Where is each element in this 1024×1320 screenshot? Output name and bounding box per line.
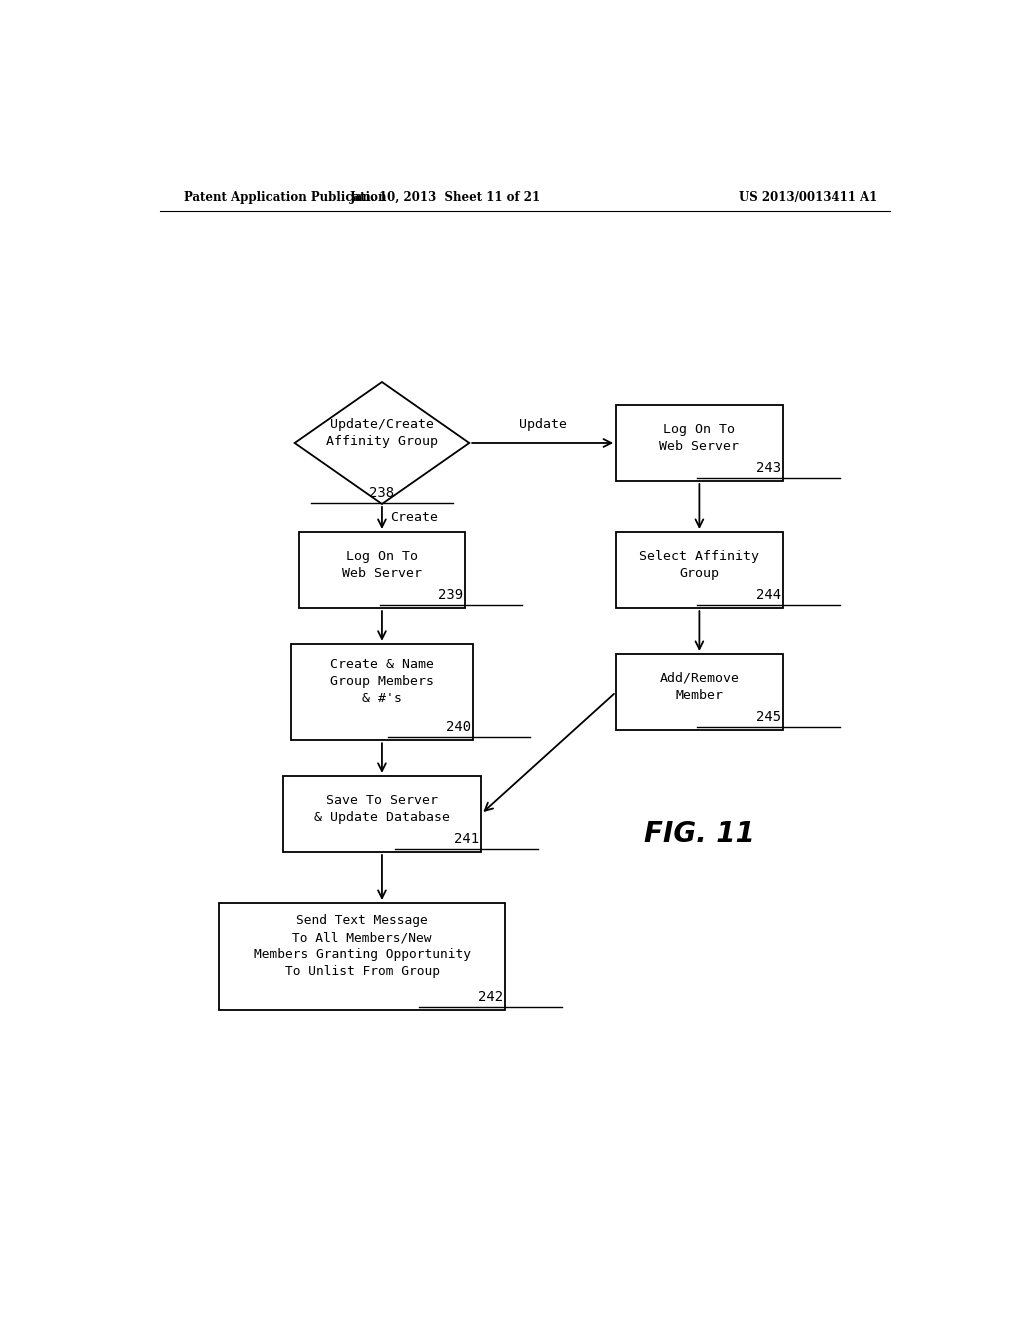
Bar — [616, 532, 782, 609]
Bar — [219, 903, 505, 1010]
Text: FIG. 11: FIG. 11 — [644, 820, 755, 849]
Bar — [616, 405, 782, 480]
Text: Log On To
Web Server: Log On To Web Server — [659, 422, 739, 453]
Text: US 2013/0013411 A1: US 2013/0013411 A1 — [739, 190, 878, 203]
Text: 242: 242 — [478, 990, 503, 1003]
Text: 245: 245 — [756, 710, 781, 725]
Text: Patent Application Publication: Patent Application Publication — [183, 190, 386, 203]
Bar — [291, 644, 473, 741]
Text: 244: 244 — [756, 587, 781, 602]
Text: Log On To
Web Server: Log On To Web Server — [342, 550, 422, 579]
Text: 241: 241 — [455, 832, 479, 846]
Bar — [616, 653, 782, 730]
Text: 240: 240 — [446, 721, 471, 734]
Text: Save To Server
& Update Database: Save To Server & Update Database — [314, 793, 450, 824]
Bar — [299, 532, 465, 609]
Text: Select Affinity
Group: Select Affinity Group — [639, 550, 760, 579]
Text: Update/Create
Affinity Group: Update/Create Affinity Group — [326, 418, 438, 447]
Text: Add/Remove
Member: Add/Remove Member — [659, 672, 739, 702]
Text: Jan. 10, 2013  Sheet 11 of 21: Jan. 10, 2013 Sheet 11 of 21 — [350, 190, 541, 203]
Text: Update: Update — [518, 418, 566, 430]
Text: 238: 238 — [370, 486, 394, 500]
Text: 243: 243 — [756, 461, 781, 475]
Text: 239: 239 — [438, 587, 464, 602]
Text: Create & Name
Group Members
& #'s: Create & Name Group Members & #'s — [330, 659, 434, 705]
Text: Send Text Message
To All Members/New
Members Granting Opportunity
To Unlist From: Send Text Message To All Members/New Mem… — [254, 915, 471, 978]
Bar — [283, 776, 481, 853]
Text: Create: Create — [390, 511, 438, 524]
